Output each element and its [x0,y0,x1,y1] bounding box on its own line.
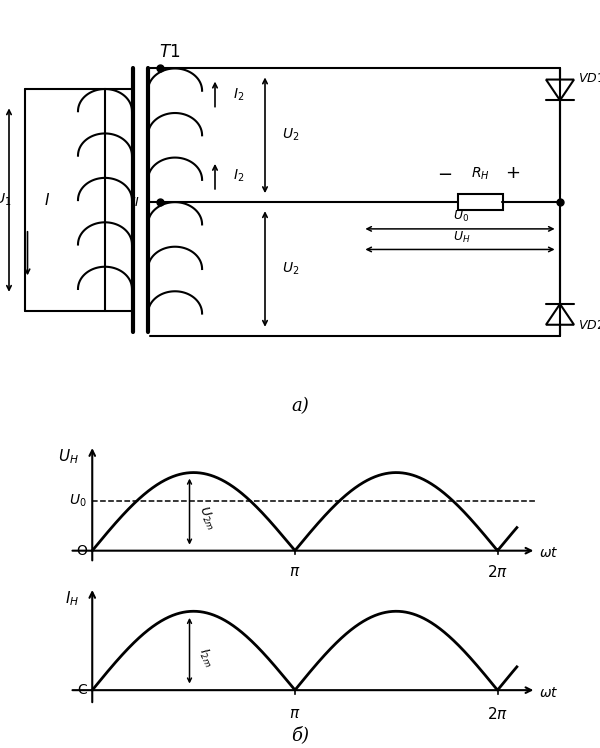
Text: $VD1$: $VD1$ [577,73,600,85]
Text: $I$: $I$ [44,192,50,208]
Text: $2\pi$: $2\pi$ [487,706,508,722]
Text: $R_H$: $R_H$ [470,165,490,182]
Text: а): а) [291,396,309,415]
Text: $U_H$: $U_H$ [58,447,79,466]
Text: $U_1$: $U_1$ [0,192,11,208]
Text: $\omega t$: $\omega t$ [539,686,559,700]
Text: $VD2$: $VD2$ [577,319,600,332]
Text: C: C [77,683,87,697]
Text: $I_H$: $I_H$ [65,589,79,607]
Text: $II$: $II$ [131,196,140,209]
Text: $-$: $-$ [437,164,452,182]
Text: $\pi$: $\pi$ [289,564,301,579]
Bar [458,194,503,210]
Text: $\omega t$: $\omega t$ [539,546,559,560]
Text: $\pi$: $\pi$ [289,706,301,721]
Text: $2\pi$: $2\pi$ [487,564,508,580]
Text: б): б) [291,726,309,744]
Text: $I_{2m}$: $I_{2m}$ [194,646,217,669]
Text: $I_2$: $I_2$ [233,168,244,183]
Text: O: O [76,544,87,558]
Text: $U_2$: $U_2$ [283,261,300,278]
Text: $U_2$: $U_2$ [283,127,300,144]
Text: $U_0$: $U_0$ [70,493,87,509]
Text: $U_0$: $U_0$ [453,209,469,224]
Text: $T1$: $T1$ [160,43,181,61]
Text: $U_H$: $U_H$ [452,230,470,245]
Text: $I_2$: $I_2$ [233,87,244,103]
Text: $U_{2m}$: $U_{2m}$ [194,503,218,532]
Text: $+$: $+$ [505,164,520,182]
